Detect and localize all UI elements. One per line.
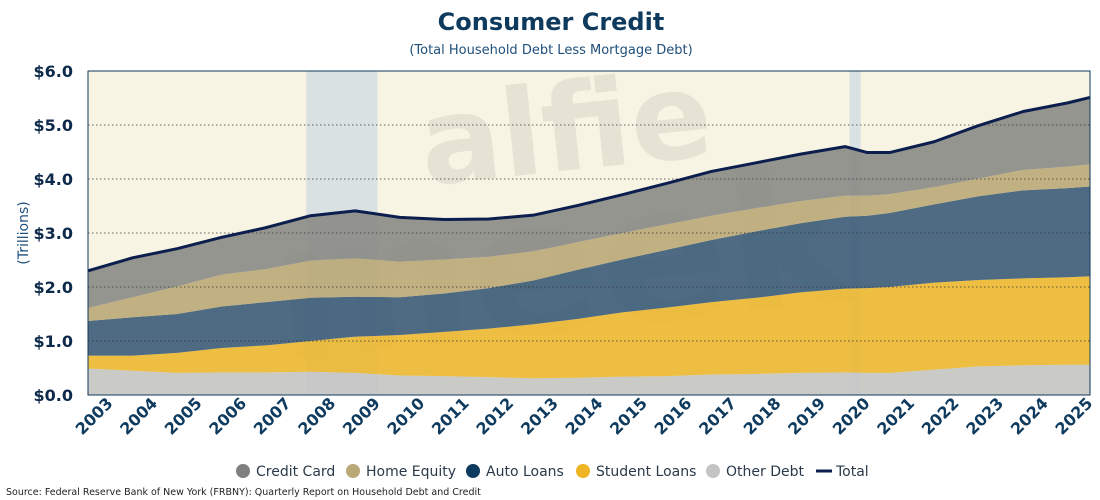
credit-card-area: [88, 97, 1090, 309]
x-tick-label: 2025: [1051, 394, 1096, 439]
x-tick-label: 2019: [784, 394, 829, 439]
x-tick-label: 2005: [161, 394, 206, 439]
x-axis-ticks: 2003 2004 2005 2006 2007 2008 2009 2010 2011 2012…: [72, 394, 1097, 439]
x-tick-label: 2007: [250, 394, 295, 439]
x-tick-label: 2012: [472, 394, 517, 439]
legend-swatch-credit-card: [236, 464, 250, 478]
x-tick-label: 2016: [651, 394, 696, 439]
total-line: [87, 96, 1091, 273]
x-tick-label: 2010: [383, 394, 428, 439]
legend-label-credit-card: Credit Card: [256, 464, 335, 480]
y-axis-label: (Trillions): [16, 201, 32, 264]
x-tick-label: 2018: [740, 394, 785, 439]
x-tick-label: 2022: [918, 394, 963, 439]
y-tick-label: $2.0: [34, 278, 73, 297]
x-tick-label: 2020: [829, 394, 874, 439]
y-tick-label: $6.0: [34, 62, 73, 81]
y-tick-label: $1.0: [34, 332, 73, 351]
legend-label-total: Total: [835, 464, 869, 480]
x-tick-label: 2024: [1007, 394, 1052, 439]
x-tick-label: 2015: [606, 394, 651, 439]
student-loans-area: [88, 276, 1090, 379]
other-debt-area: [88, 364, 1090, 395]
source-note: Source: Federal Reserve Bank of New York…: [6, 487, 481, 498]
x-tick-label: 2009: [339, 394, 384, 439]
x-tick-label: 2021: [873, 394, 918, 439]
legend-label-auto-loans: Auto Loans: [486, 464, 564, 480]
y-tick-label: $3.0: [34, 224, 73, 243]
y-tick-label: $4.0: [34, 170, 73, 189]
legend-swatch-other-debt: [706, 464, 720, 478]
legend-label-student-loans: Student Loans: [596, 464, 696, 480]
x-tick-label: 2006: [205, 394, 250, 439]
x-tick-label: 2014: [562, 394, 607, 439]
legend: Credit Card Home Equity Auto Loans Student …: [236, 464, 869, 480]
x-tick-label: 2017: [695, 394, 740, 439]
gridlines: [88, 124, 1090, 342]
legend-swatch-student-loans: [576, 464, 590, 478]
stacked-areas: [88, 97, 1090, 395]
chart-subtitle: (Total Household Debt Less Mortgage Debt…: [409, 43, 692, 58]
home-equity-area: [88, 164, 1090, 322]
y-tick-label: $5.0: [34, 116, 73, 135]
auto-loans-area: [88, 186, 1090, 356]
x-tick-label: 2013: [517, 394, 562, 439]
legend-swatch-auto-loans: [466, 464, 480, 478]
x-tick-label: 2011: [428, 394, 473, 439]
plot-border: [87, 70, 1091, 396]
legend-label-other-debt: Other Debt: [726, 464, 804, 480]
legend-swatch-home-equity: [346, 464, 360, 478]
y-axis-ticks: $0.0 $1.0 $2.0 $3.0 $4.0 $5.0 $6.0: [34, 62, 73, 405]
legend-label-home-equity: Home Equity: [366, 464, 456, 480]
x-tick-label: 2004: [116, 394, 161, 439]
y-tick-label: $0.0: [34, 386, 73, 405]
x-tick-label: 2023: [962, 394, 1007, 439]
chart-title: Consumer Credit: [438, 8, 665, 36]
x-tick-label: 2003: [72, 394, 117, 439]
